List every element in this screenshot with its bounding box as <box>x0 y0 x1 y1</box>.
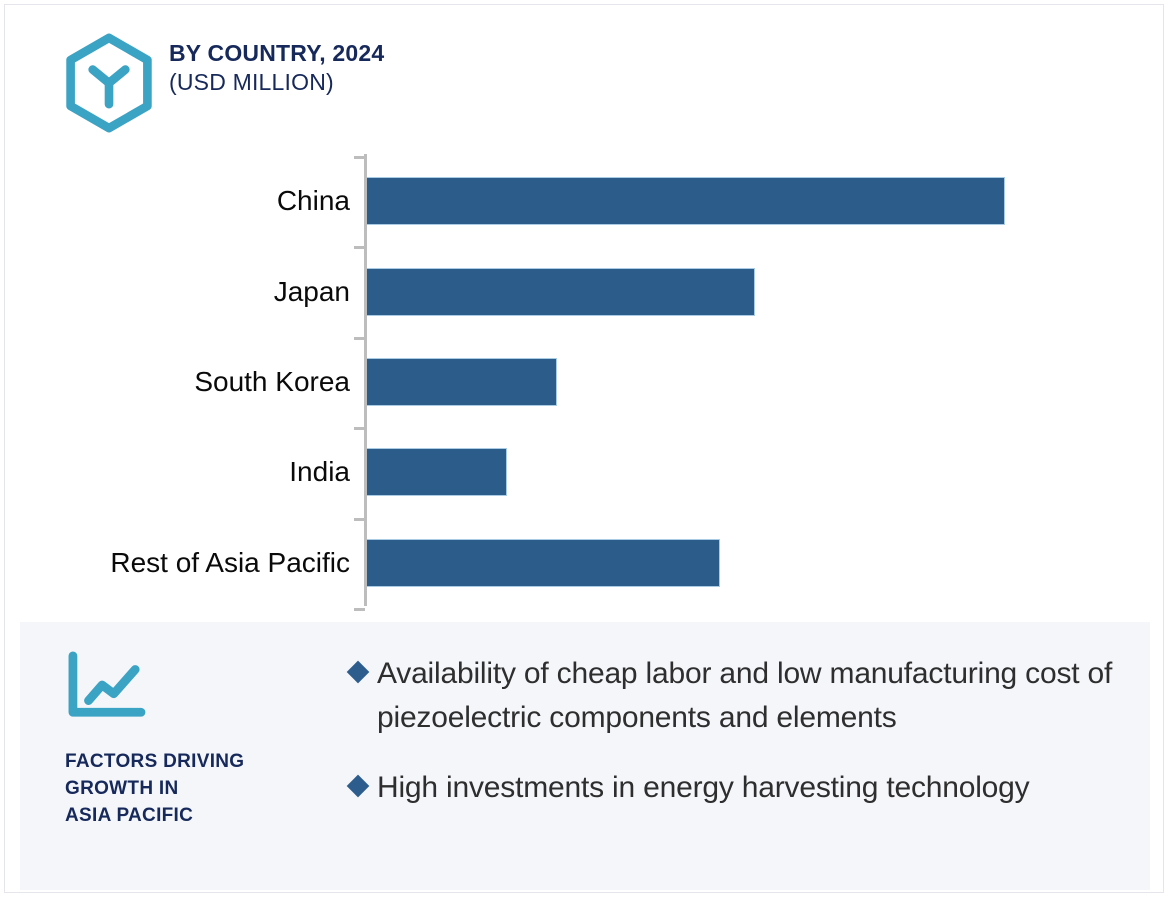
page-subtitle: (USD MILLION) <box>169 69 334 95</box>
factors-title-line: ASIA PACIFIC <box>65 805 194 826</box>
line-chart-icon <box>68 651 146 717</box>
factors-title-line: GROWTH IN <box>65 778 179 799</box>
axis-tick <box>354 608 365 611</box>
category-axis-line <box>364 154 367 606</box>
page-title: BY COUNTRY, 2024 <box>169 40 385 66</box>
axis-tick <box>354 156 365 159</box>
chart-header: BY COUNTRY, 2024 (USD MILLION) <box>61 29 384 133</box>
factors-title: FACTORS DRIVING GROWTH IN ASIA PACIFIC <box>65 748 335 829</box>
factors-panel: FACTORS DRIVING GROWTH IN ASIA PACIFIC Ava… <box>20 622 1150 890</box>
factors-title-line: FACTORS DRIVING <box>65 751 245 772</box>
axis-tick <box>354 246 365 250</box>
infographic-card: BY COUNTRY, 2024 (USD MILLION) China Japa… <box>4 4 1164 893</box>
factor-item-text: High investments in energy harvesting te… <box>377 771 1030 804</box>
bar-chart: China Japan South Korea India Rest of Asia P… <box>5 5 1163 623</box>
diamond-bullet-icon <box>346 774 370 798</box>
factor-item: High investments in energy harvesting te… <box>346 766 1140 810</box>
axis-tick <box>354 517 365 521</box>
category-label: China <box>276 185 350 217</box>
bar <box>367 538 721 587</box>
bar <box>367 177 1005 226</box>
diamond-bullet-icon <box>346 660 370 684</box>
bar <box>367 358 558 406</box>
factors-heading-block: FACTORS DRIVING GROWTH IN ASIA PACIFIC <box>65 650 335 829</box>
bar <box>367 448 507 497</box>
factor-item-text: Availability of cheap labor and low manu… <box>377 657 1113 734</box>
axis-tick <box>354 336 365 340</box>
category-label: Rest of Asia Pacific <box>110 546 350 578</box>
factor-item: Availability of cheap labor and low manu… <box>346 652 1140 740</box>
factors-bullet-list: Availability of cheap labor and low manu… <box>346 652 1140 836</box>
axis-tick <box>354 427 365 431</box>
category-label: South Korea <box>194 366 350 397</box>
category-label: India <box>289 456 350 488</box>
category-label: Japan <box>273 275 350 307</box>
bar <box>367 267 755 316</box>
chart-title-block: BY COUNTRY, 2024 (USD MILLION) <box>169 39 384 97</box>
hexagon-y-icon <box>66 33 152 133</box>
